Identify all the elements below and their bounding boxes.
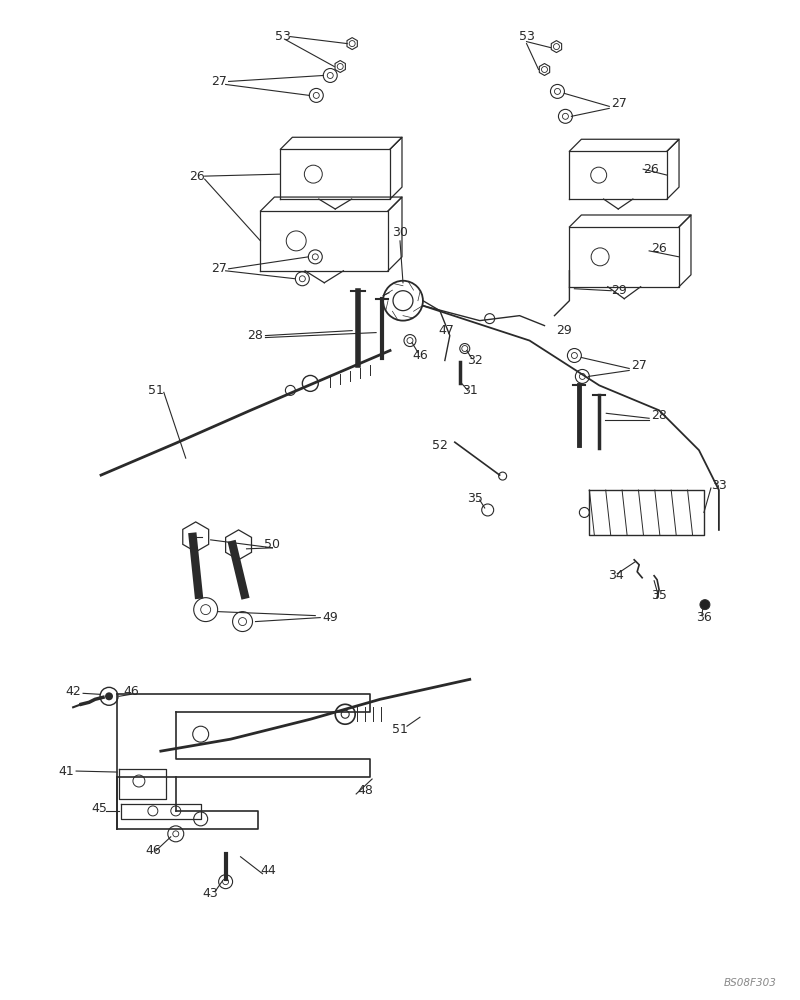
- Text: 51: 51: [148, 384, 164, 397]
- Text: 46: 46: [123, 685, 139, 698]
- Text: 28: 28: [651, 409, 667, 422]
- Text: 30: 30: [392, 226, 408, 239]
- Text: 26: 26: [651, 242, 667, 255]
- Text: 50: 50: [265, 538, 281, 551]
- Text: 53: 53: [275, 30, 291, 43]
- Text: 27: 27: [611, 97, 627, 110]
- Circle shape: [700, 600, 710, 610]
- Text: 29: 29: [611, 284, 627, 297]
- Text: 27: 27: [210, 262, 226, 275]
- Text: 26: 26: [189, 170, 205, 183]
- Text: 27: 27: [210, 75, 226, 88]
- Text: 51: 51: [392, 723, 408, 736]
- Text: 26: 26: [643, 163, 659, 176]
- Text: 46: 46: [145, 844, 161, 857]
- Text: 35: 35: [651, 589, 667, 602]
- Text: 48: 48: [357, 784, 373, 797]
- Text: 31: 31: [462, 384, 478, 397]
- Text: 45: 45: [91, 802, 107, 815]
- Text: BS08F303: BS08F303: [724, 978, 777, 988]
- Text: 32: 32: [467, 354, 482, 367]
- Text: 53: 53: [518, 30, 534, 43]
- Text: 47: 47: [438, 324, 454, 337]
- Text: 28: 28: [247, 329, 263, 342]
- Text: 27: 27: [631, 359, 647, 372]
- Text: 33: 33: [711, 479, 726, 492]
- Text: 49: 49: [322, 611, 338, 624]
- Text: 36: 36: [696, 611, 712, 624]
- Text: 41: 41: [58, 765, 74, 778]
- Circle shape: [105, 692, 113, 700]
- Text: 46: 46: [412, 349, 428, 362]
- Text: 44: 44: [261, 864, 276, 877]
- Text: 42: 42: [66, 685, 81, 698]
- Text: 34: 34: [608, 569, 624, 582]
- Text: 52: 52: [432, 439, 448, 452]
- Text: 29: 29: [557, 324, 572, 337]
- Text: 43: 43: [202, 887, 218, 900]
- Text: 35: 35: [467, 492, 482, 505]
